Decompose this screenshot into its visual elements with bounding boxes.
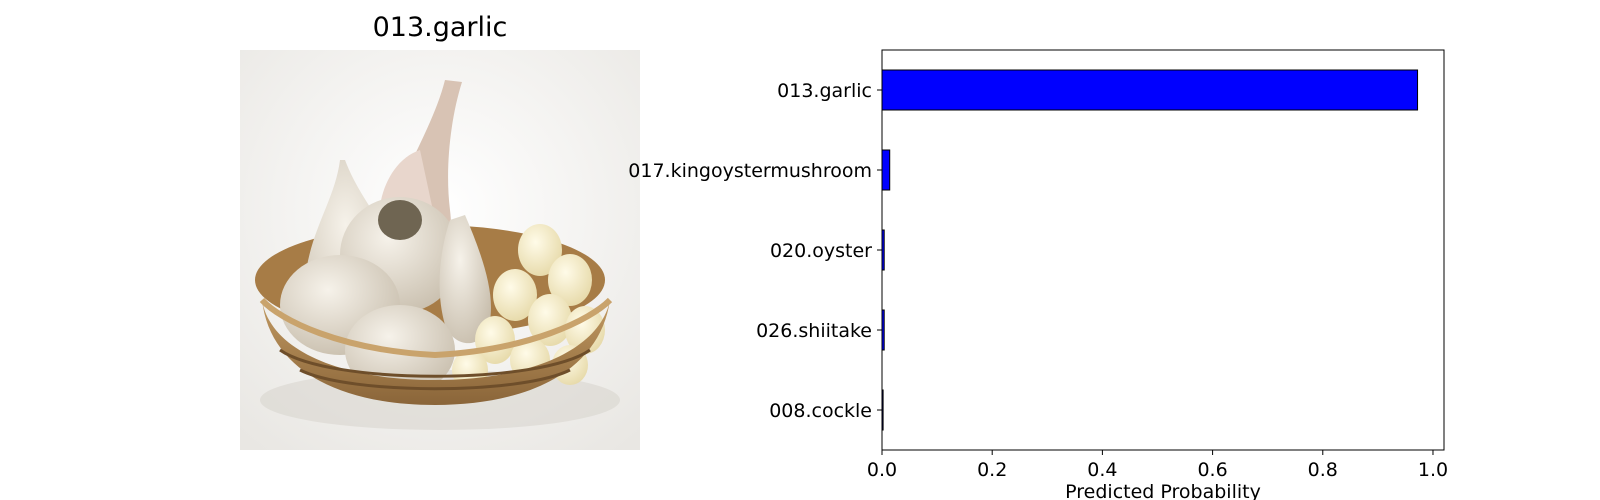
category-labels-group: 013.garlic 017.kingoystermushroom 020.oyst… — [628, 80, 882, 422]
bar-4 — [881, 389, 884, 431]
image-title: 013.garlic — [372, 12, 508, 43]
x-tick-label-4: 0.8 — [1308, 459, 1338, 481]
garlic-basket-photo — [240, 50, 640, 450]
x-tick-label-0: 0.0 — [867, 459, 897, 481]
x-tick-label-1: 0.2 — [977, 459, 1007, 481]
x-tick-label-2: 0.4 — [1087, 459, 1117, 481]
x-tick-label-3: 0.6 — [1197, 459, 1227, 481]
bar-1 — [881, 149, 891, 191]
x-axis-label: Predicted Probability — [1065, 481, 1261, 500]
category-label-3: 026.shiitake — [756, 320, 872, 342]
category-label-4: 008.cockle — [769, 400, 872, 422]
bar-0 — [881, 69, 1419, 111]
x-tick-label-5: 1.0 — [1418, 459, 1448, 481]
category-label-2: 020.oyster — [770, 240, 872, 262]
x-axis-group: 0.0 0.2 0.4 0.6 0.8 1.0 — [867, 450, 1448, 481]
category-label-0: 013.garlic — [777, 80, 872, 102]
bars-group — [881, 69, 1419, 431]
category-label-1: 017.kingoystermushroom — [628, 160, 872, 182]
bar-3 — [881, 309, 885, 351]
bar-2 — [881, 229, 885, 271]
